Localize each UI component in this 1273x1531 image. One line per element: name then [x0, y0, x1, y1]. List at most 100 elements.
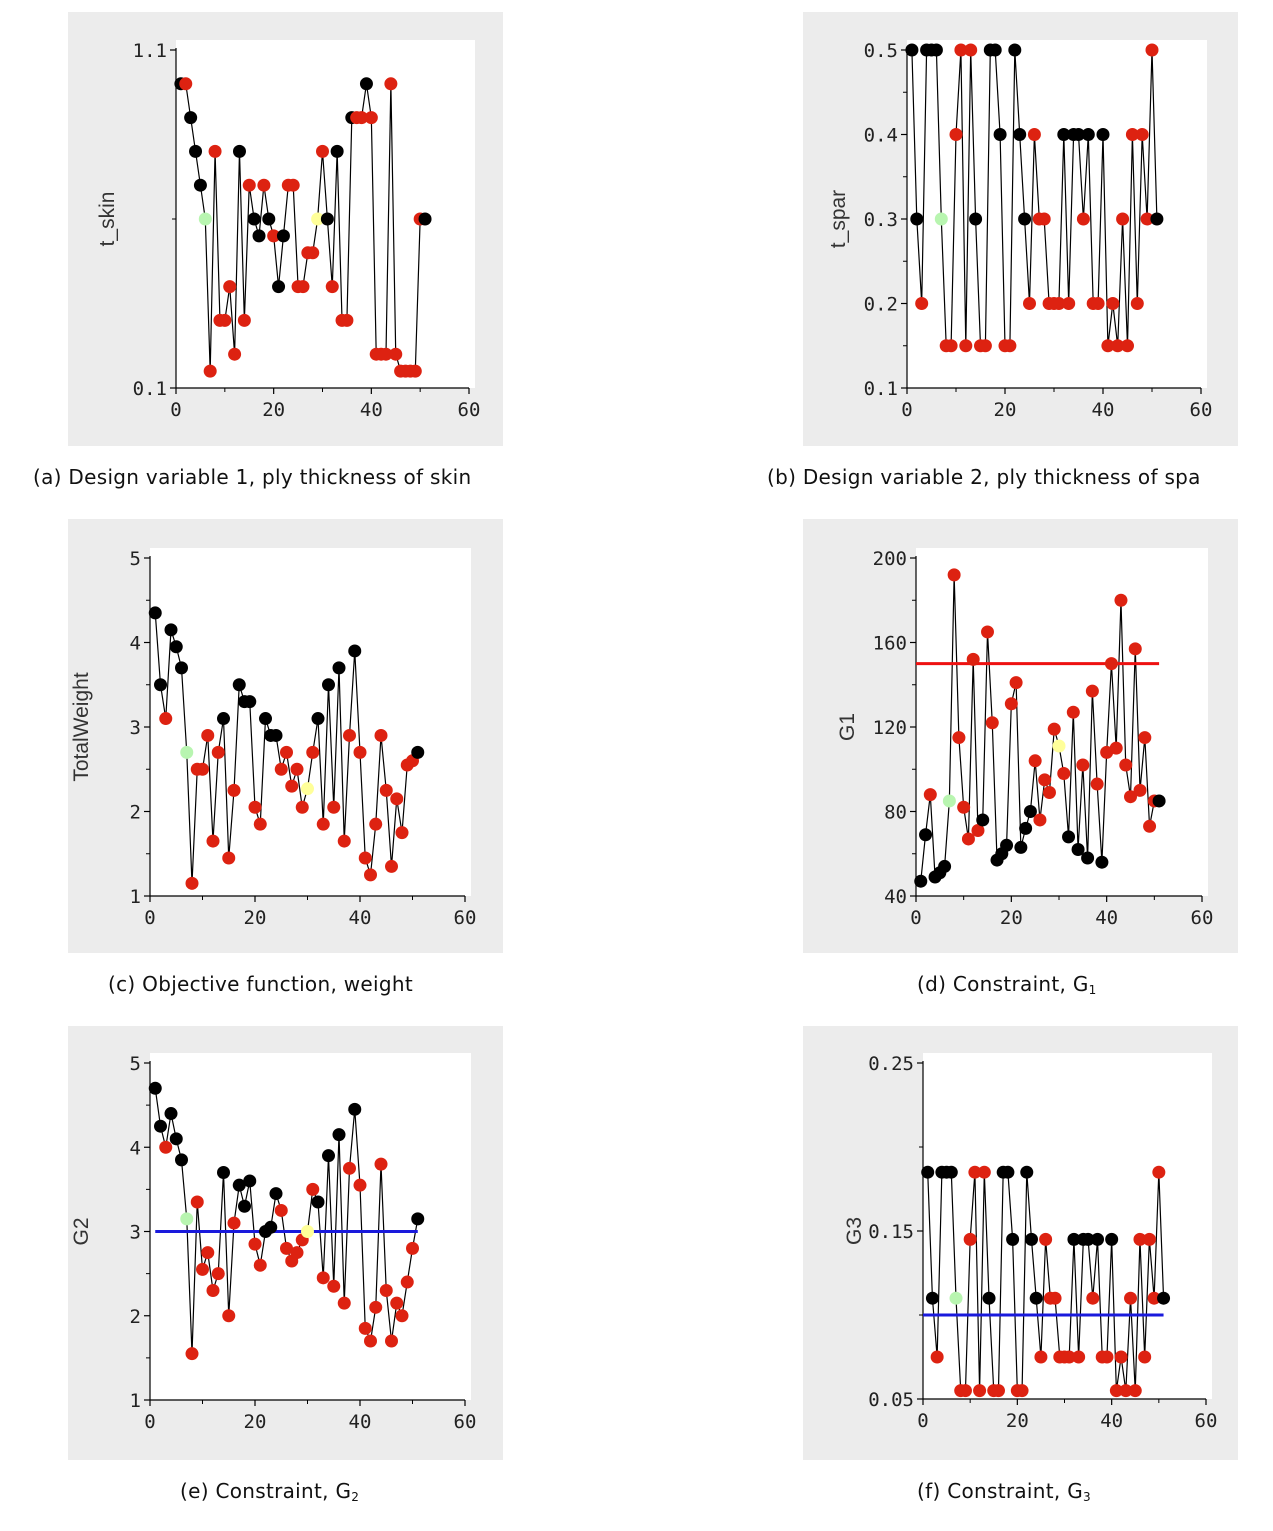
data-point: [185, 876, 199, 890]
x-tick-label: 40: [1092, 399, 1115, 421]
data-point: [264, 1220, 278, 1234]
data-point: [966, 652, 980, 666]
data-point: [1027, 128, 1041, 141]
data-point: [296, 280, 310, 294]
y-tick-label: 120: [873, 717, 907, 739]
data-point: [325, 280, 339, 294]
data-point: [947, 568, 961, 582]
data-point: [925, 1291, 939, 1305]
plot-area: [907, 40, 1207, 388]
data-point: [395, 826, 409, 840]
caption-a: (a) Design variable 1, ply thickness of …: [33, 465, 471, 489]
data-point: [206, 834, 220, 848]
data-point: [1111, 339, 1125, 353]
data-point: [232, 678, 246, 692]
caption-e-text: (e) Constraint, G: [180, 1479, 352, 1503]
x-tick-label: 60: [454, 1411, 477, 1433]
y-tick-label: 1.1: [133, 40, 167, 62]
data-point: [243, 1174, 257, 1188]
data-point: [201, 728, 215, 742]
data-point: [211, 1267, 225, 1281]
data-point: [1150, 212, 1164, 226]
data-point: [232, 144, 246, 158]
x-tick-label: 0: [144, 1411, 155, 1433]
data-point: [1128, 1384, 1142, 1398]
chart-b: 0.5 0.4 0.3 0.2 0.10 20 40 60 t_spar: [827, 40, 1212, 421]
caption-d-subscript: 1: [1088, 983, 1097, 997]
y-axis-title: G2: [70, 1217, 93, 1245]
y-tick-label: 3: [130, 1222, 141, 1244]
data-point: [1023, 805, 1037, 818]
data-point: [1057, 766, 1071, 780]
data-point: [938, 859, 952, 873]
data-point: [316, 817, 330, 831]
data-point: [1085, 684, 1099, 698]
data-point: [274, 1203, 288, 1217]
data-point: [1034, 1350, 1048, 1364]
data-point: [218, 313, 232, 327]
data-point: [358, 851, 372, 865]
y-tick-label: 80: [884, 802, 907, 824]
data-point: [203, 364, 217, 378]
data-point: [306, 745, 320, 759]
data-point: [993, 128, 1007, 141]
x-tick-label: 40: [1100, 1410, 1123, 1432]
data-point: [1145, 43, 1159, 57]
data-point: [286, 178, 300, 192]
x-tick-label: 40: [1095, 907, 1118, 929]
data-point: [1014, 840, 1028, 854]
data-point: [306, 246, 320, 260]
data-point: [1147, 1291, 1161, 1305]
data-point: [217, 1166, 230, 1180]
data-point: [958, 1384, 972, 1398]
x-tick-label: 40: [360, 399, 383, 421]
data-point: [193, 178, 207, 192]
data-point: [322, 678, 335, 692]
data-point: [969, 212, 983, 226]
data-point: [208, 144, 222, 158]
y-axis-title: G1: [836, 713, 859, 741]
data-point: [1121, 339, 1134, 353]
x-tick-label: 20: [244, 1411, 267, 1433]
data-point: [348, 1102, 362, 1116]
data-point: [1101, 339, 1115, 353]
data-point: [306, 1182, 320, 1196]
data-point: [257, 178, 271, 192]
data-point: [985, 716, 999, 730]
y-tick-label: 4: [130, 633, 141, 655]
data-point: [959, 339, 973, 353]
data-point: [175, 1153, 188, 1167]
data-point: [395, 1309, 409, 1323]
data-point: [977, 1165, 991, 1179]
data-point: [1095, 855, 1109, 869]
data-point: [1076, 212, 1090, 226]
data-point: [322, 1149, 335, 1163]
y-tick-label: 2: [130, 1306, 141, 1328]
data-point: [1114, 593, 1128, 607]
data-point: [374, 728, 388, 742]
data-point: [1152, 794, 1166, 808]
plot-area: [916, 548, 1208, 896]
data-point: [272, 280, 286, 294]
y-tick-label: 1: [130, 886, 141, 908]
y-tick-label: 4: [130, 1137, 141, 1159]
data-point: [1143, 819, 1157, 833]
data-point: [222, 1309, 236, 1323]
data-point: [1008, 43, 1022, 57]
x-tick-label: 20: [262, 399, 285, 421]
data-point: [1038, 773, 1052, 787]
data-point: [1029, 1291, 1043, 1305]
data-point: [175, 661, 188, 675]
data-point: [1104, 657, 1118, 671]
data-point: [1106, 297, 1120, 310]
data-point: [1048, 1291, 1062, 1305]
data-point: [921, 1165, 935, 1179]
data-point: [961, 832, 975, 846]
data-point: [190, 1195, 204, 1209]
data-point: [337, 834, 351, 848]
data-point: [311, 1195, 325, 1209]
y-tick-label: 160: [873, 633, 907, 655]
data-point: [1076, 758, 1090, 772]
y-tick-label: 40: [884, 886, 907, 908]
data-point: [914, 874, 928, 888]
